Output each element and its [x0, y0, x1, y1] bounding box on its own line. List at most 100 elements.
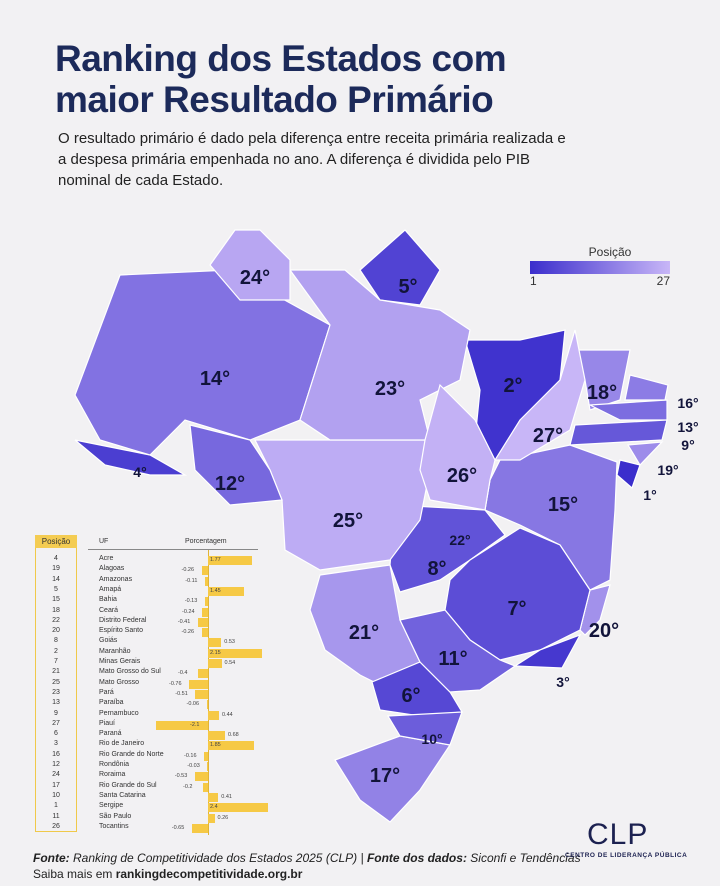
value-bar	[155, 720, 208, 730]
row-position: 24	[52, 771, 60, 779]
table-row: 12 Rondônia -0.03	[33, 761, 283, 771]
state-rank-label: 15°	[548, 494, 578, 516]
state-rank-label: 18°	[587, 382, 617, 404]
state-rank-label: 4°	[133, 464, 146, 480]
row-value: -0.11	[185, 577, 198, 584]
state-sao-paulo	[399, 609, 517, 693]
table-row: 4 Acre 1.77	[33, 555, 283, 565]
row-value: 2.15	[210, 649, 221, 656]
table-row: 7 Minas Gerais 0.54	[33, 658, 283, 668]
row-value: -0.03	[187, 763, 200, 769]
state-pernambuco	[569, 419, 668, 446]
state-rondonia	[189, 424, 283, 506]
row-value: 0.54	[224, 660, 236, 666]
value-bar	[208, 648, 262, 658]
row-position: 9	[54, 709, 58, 717]
row-uf: Distrito Federal	[99, 616, 147, 624]
zero-axis	[208, 550, 209, 835]
value-bar	[201, 628, 208, 638]
row-uf: Espírito Santo	[99, 627, 143, 635]
state-rank-label: 16°	[677, 395, 698, 411]
row-position: 6	[54, 730, 58, 738]
value-bar	[208, 741, 255, 751]
row-value: -0.16	[184, 752, 197, 759]
value-bar	[208, 792, 219, 802]
row-position: 5	[54, 585, 58, 593]
row-uf: Paraíba	[99, 699, 124, 707]
state-rank-label: 3°	[556, 674, 569, 690]
row-uf: Mato Grosso	[99, 678, 140, 686]
value-bar	[197, 617, 208, 627]
state-rank-label: 11°	[438, 648, 467, 670]
legend-title: Posição	[588, 245, 632, 259]
table-row: 3 Rio de Janeiro 1.85	[33, 740, 283, 751]
row-value: -2.1	[190, 721, 200, 728]
row-uf: Sergipe	[99, 802, 124, 810]
subtitle: O resultado primário é dado pela diferen…	[58, 130, 566, 189]
row-uf: Tocantins	[99, 822, 129, 830]
value-bar	[208, 731, 225, 741]
row-value: 1.85	[210, 742, 221, 749]
row-uf: Goiás	[99, 637, 118, 645]
table-row: 5 Amapá 1.45	[33, 586, 283, 596]
table-row: 9 Pernambuco 0.44	[33, 710, 283, 720]
state-rank-label: 23°	[375, 378, 405, 400]
value-bar	[191, 823, 208, 833]
row-position: 18	[52, 606, 60, 614]
state-rank-label: 22°	[449, 532, 470, 548]
row-position: 20	[52, 627, 60, 635]
value-bar	[198, 669, 208, 679]
row-position: 27	[52, 719, 60, 727]
logo-subtitle: CENTRO DE LIDERANÇA PÚBLICA	[565, 852, 688, 859]
row-position: 3	[54, 740, 58, 748]
state-alagoas	[626, 441, 664, 466]
value-bar	[208, 813, 215, 823]
row-value: -0.06	[186, 701, 200, 708]
row-uf: São Paulo	[99, 812, 132, 820]
table-row: 14 Amazonas -0.11	[33, 576, 283, 586]
state-rank-label: 13°	[677, 419, 698, 435]
table-row: 17 Rio Grande do Sul -0.2	[33, 782, 283, 792]
row-value: -0.76	[169, 680, 182, 687]
value-bar	[204, 751, 208, 761]
state-rank-label: 7°	[507, 598, 526, 620]
table-row: 11 São Paulo 0.26	[33, 813, 283, 823]
value-bar	[201, 566, 208, 576]
row-value: 0.26	[217, 814, 229, 821]
website-link[interactable]: rankingdecompetitividade.org.br	[115, 867, 303, 881]
row-position: 23	[52, 688, 60, 696]
legend-gradient	[530, 261, 670, 274]
table-row: 27 Piauí -2.1	[33, 720, 283, 730]
row-position: 19	[52, 565, 60, 573]
row-position: 8	[54, 637, 58, 645]
title-line-2: maior Resultado Primário	[55, 79, 494, 120]
row-position: 1	[54, 802, 58, 810]
state-santa-catarina	[386, 711, 463, 746]
row-position: 7	[54, 658, 58, 665]
row-uf: Roraima	[99, 771, 126, 779]
more-info-text: Saiba mais em	[33, 867, 116, 881]
table-row: 8 Goiás 0.53	[33, 637, 283, 648]
table-row: 13 Paraíba -0.06	[33, 699, 283, 710]
row-value: 1.77	[210, 557, 221, 563]
state-amazonas	[74, 269, 331, 456]
table-row: 26 Tocantins -0.65	[33, 823, 283, 833]
table-row: 1 Sergipe 2.4	[33, 802, 283, 813]
header-divider	[88, 549, 258, 550]
row-position: 17	[52, 781, 60, 789]
row-uf: Ceará	[99, 606, 119, 614]
row-position: 16	[52, 750, 60, 758]
row-value: -0.53	[174, 773, 188, 780]
logo-text: CLP	[587, 818, 649, 851]
row-uf: Rio Grande do Sul	[99, 781, 157, 789]
row-value: -0.4	[178, 670, 188, 677]
row-value: -0.65	[171, 824, 185, 831]
row-position: 26	[52, 822, 60, 830]
row-value: 0.53	[224, 639, 235, 646]
row-value: -0.41	[177, 618, 191, 625]
table-row: 20 Espírito Santo -0.26	[33, 627, 283, 638]
row-uf: Pará	[99, 688, 114, 696]
state-rank-label: 5°	[398, 276, 417, 298]
